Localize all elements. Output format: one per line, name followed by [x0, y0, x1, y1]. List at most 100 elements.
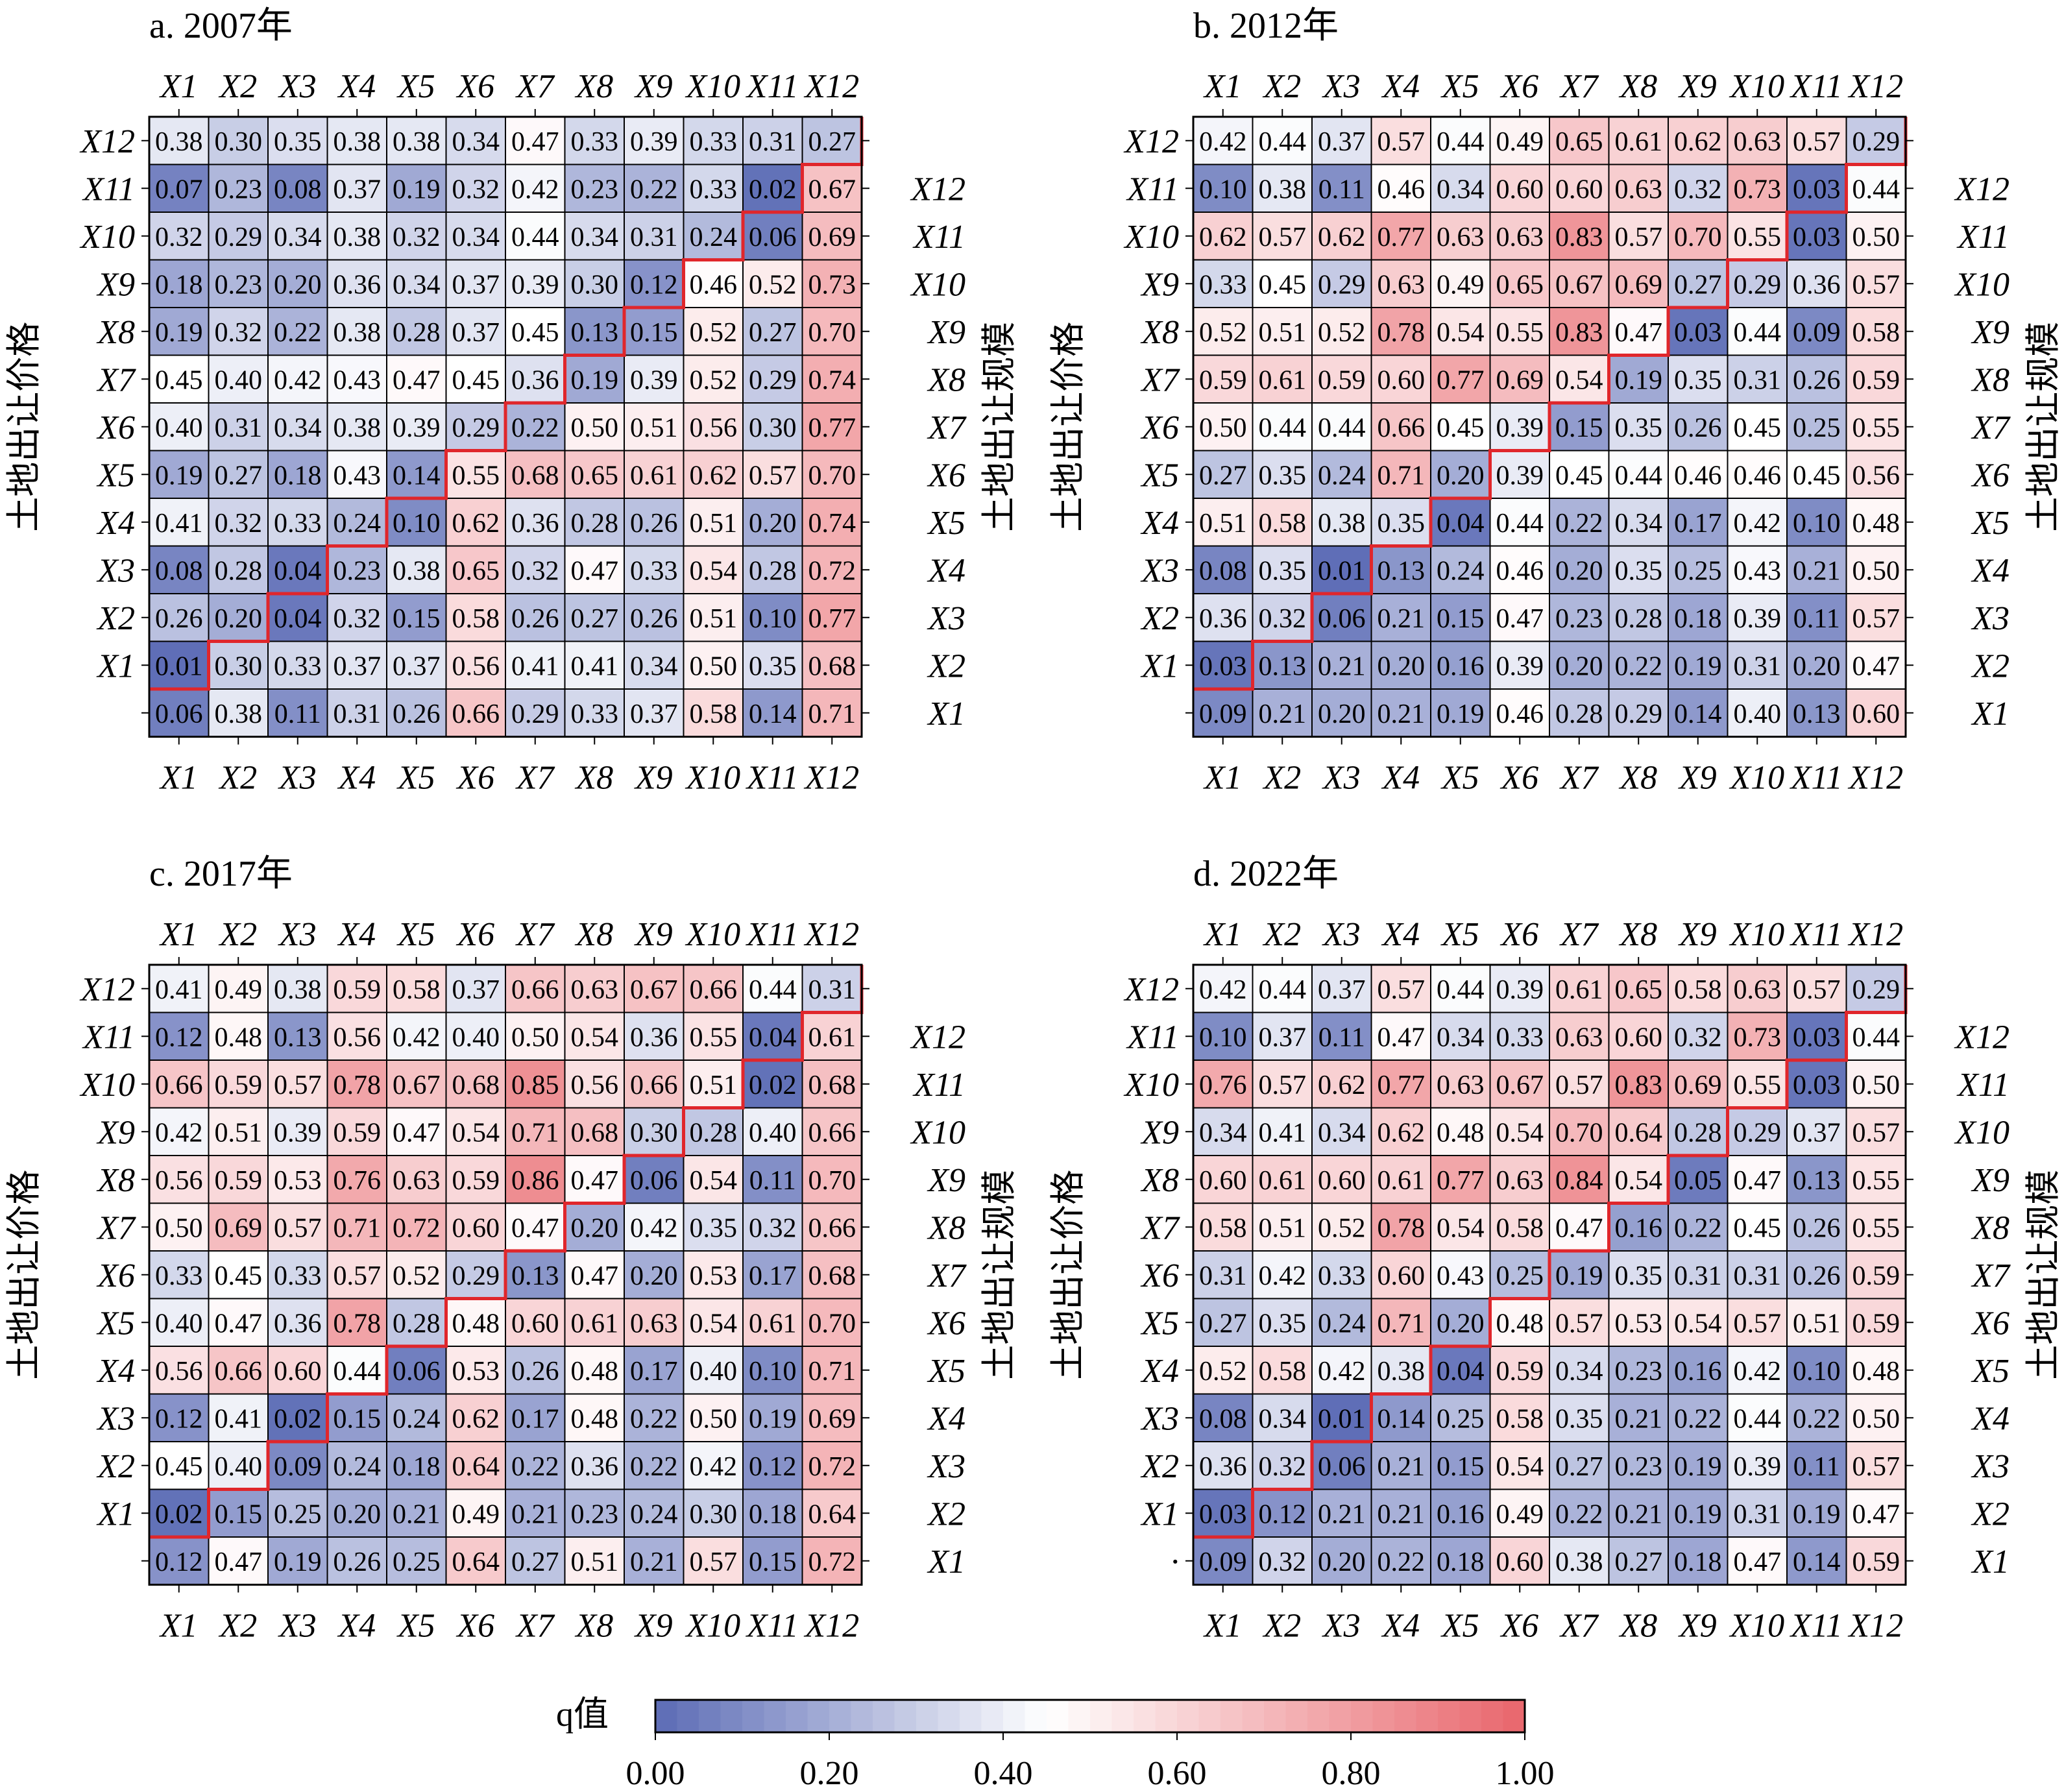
cell-value-label: 0.55	[1852, 1166, 1900, 1196]
cell-value-label: 0.63	[1615, 175, 1663, 204]
cell-value-label: 0.10	[749, 1357, 797, 1386]
heatmap-cell	[445, 688, 506, 738]
heatmap-cell	[1252, 1155, 1313, 1204]
heatmap-cell	[1786, 1298, 1847, 1347]
heatmap-cell	[1668, 964, 1729, 1013]
bottom-column-label: X1	[1203, 1608, 1242, 1645]
heatmap-cell	[149, 450, 210, 499]
cell-value-label: 0.35	[1555, 1404, 1603, 1434]
heatmap-cell	[505, 1346, 566, 1395]
cell-value-label: 0.15	[393, 604, 441, 634]
cell-value-label: 0.10	[1793, 509, 1841, 539]
cell-value-label: 0.60	[1615, 1023, 1663, 1052]
heatmap-cell	[624, 402, 685, 452]
cell-value-label: 0.39	[1496, 651, 1544, 681]
cell-value-label: 0.58	[1674, 975, 1722, 1005]
cell-value-label: 0.15	[630, 318, 678, 348]
cell-value-label: 0.37	[1318, 975, 1366, 1005]
cell-value-label: 0.17	[749, 1261, 797, 1291]
cell-value-label: 0.43	[1734, 556, 1782, 586]
cell-value-label: 0.53	[1615, 1309, 1663, 1338]
heatmap-cell	[1727, 1393, 1788, 1442]
heatmap-cell	[149, 593, 210, 642]
cell-value-label: 0.28	[1674, 1118, 1722, 1148]
heatmap-cell	[1549, 163, 1610, 213]
heatmap-cell	[1252, 1011, 1313, 1061]
cell-value-label: 0.54	[690, 1309, 738, 1338]
cell-value-label: 0.63	[630, 1309, 678, 1338]
cell-value-label: 0.77	[1437, 1166, 1485, 1196]
colorbar-segment	[916, 1700, 938, 1732]
cell-value-label: 0.67	[808, 175, 856, 204]
cell-value-label: 0.11	[274, 699, 321, 729]
right-row-label: X8	[927, 1209, 965, 1246]
heatmap-cell	[505, 307, 566, 356]
heatmap-cell	[149, 1536, 210, 1586]
cell-value-label: 0.32	[1259, 1452, 1307, 1482]
cell-value-label: 0.44	[1496, 509, 1544, 539]
colorbar-label: q值	[556, 1695, 609, 1734]
cell-value-label: 0.26	[1793, 1261, 1841, 1291]
cell-value-label: 0.17	[630, 1357, 678, 1386]
cell-value-label: 0.39	[393, 413, 441, 443]
cell-value-label: 0.37	[1259, 1023, 1307, 1052]
cell-value-label: 0.47	[1852, 1499, 1900, 1529]
cell-value-label: 0.69	[808, 223, 856, 252]
heatmap-cell	[1311, 212, 1372, 261]
cell-value-label: 0.65	[1496, 270, 1544, 300]
cell-value-label: 0.32	[749, 1213, 797, 1243]
cell-value-label: 0.44	[1259, 127, 1307, 157]
cell-value-label: 0.39	[511, 270, 559, 300]
cell-value-label: 0.62	[1318, 1071, 1366, 1100]
cell-value-label: 0.56	[690, 413, 738, 443]
right-row-label: X5	[927, 1353, 965, 1390]
cell-value-label: 0.62	[690, 461, 738, 490]
heatmap-cell	[505, 545, 566, 594]
cell-value-label: 0.48	[571, 1357, 619, 1386]
cell-value-label: 0.17	[1674, 509, 1722, 539]
heatmap-cell	[149, 688, 210, 738]
cell-value-label: 0.12	[155, 1547, 203, 1577]
heatmap-cell	[445, 354, 506, 404]
cell-value-label: 0.45	[215, 1261, 263, 1291]
heatmap-cell	[742, 1346, 803, 1395]
cell-value-label: 0.02	[749, 1071, 797, 1100]
heatmap-cell	[445, 163, 506, 213]
cell-value-label: 0.52	[1318, 1213, 1366, 1243]
cell-value-label: 0.33	[274, 1261, 322, 1291]
cell-value-label: 0.27	[1199, 461, 1247, 490]
cell-value-label: 0.63	[1378, 270, 1426, 300]
cell-value-label: 0.33	[155, 1261, 203, 1291]
heatmap-cell	[1727, 307, 1788, 356]
colorbar-segment	[1264, 1700, 1286, 1732]
top-column-label: X1	[1203, 916, 1242, 953]
cell-value-label: 0.74	[808, 365, 856, 395]
right-row-label: X2	[1971, 648, 2009, 684]
cell-value-label: 0.33	[630, 556, 678, 586]
cell-value-label: 0.59	[1852, 365, 1900, 395]
cell-value-label: 0.64	[452, 1452, 500, 1482]
cell-value-label: 0.47	[571, 1166, 619, 1196]
bottom-column-label: X10	[685, 760, 740, 797]
panel-title: c. 2017年	[149, 854, 293, 894]
cell-value-label: 0.13	[1259, 651, 1307, 681]
cell-value-label: 0.27	[511, 1547, 559, 1577]
cell-value-label: 0.19	[1674, 651, 1722, 681]
cell-value-label: 0.34	[571, 223, 619, 252]
heatmap-cell	[1193, 1488, 1254, 1538]
cell-value-label: 0.44	[1318, 413, 1366, 443]
heatmap-cell	[267, 1059, 328, 1109]
cell-value-label: 0.15	[1437, 604, 1485, 634]
heatmap-cell	[1727, 1298, 1788, 1347]
right-row-label: X6	[1971, 457, 2009, 494]
heatmap-cell	[386, 1155, 447, 1204]
cell-value-label: 0.70	[808, 1166, 856, 1196]
left-row-label: X2	[96, 1448, 135, 1485]
cell-value-label: 0.28	[1555, 699, 1603, 729]
heatmap-cell	[564, 1393, 625, 1442]
bottom-column-label: X11	[1790, 760, 1843, 797]
cell-value-label: 0.56	[334, 1023, 382, 1052]
cell-value-label: 0.57	[1852, 1118, 1900, 1148]
cell-value-label: 0.66	[630, 1071, 678, 1100]
cell-value-label: 0.42	[1199, 127, 1247, 157]
